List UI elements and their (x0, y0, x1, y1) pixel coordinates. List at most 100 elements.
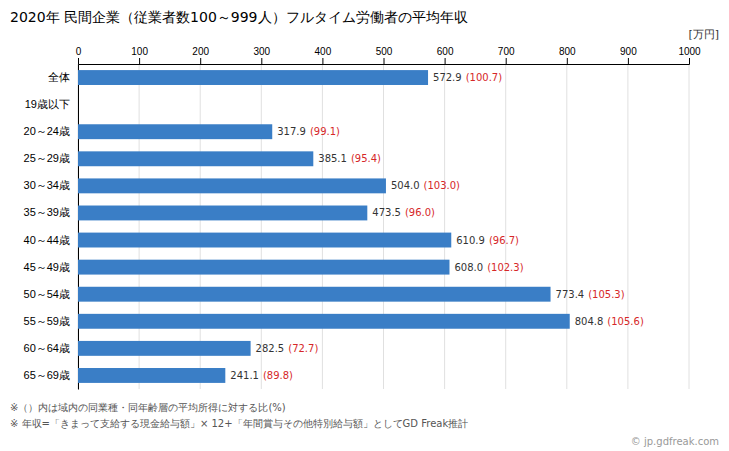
x-tick-mark (384, 58, 385, 64)
x-tick-mark (139, 58, 140, 64)
bar (78, 124, 272, 139)
x-tick: 100 (131, 46, 148, 64)
watermark: © jp.gdfreak.com (631, 436, 719, 447)
ratio-label: (105.3) (588, 289, 625, 300)
ratio-label: (103.0) (424, 180, 461, 191)
x-tick: 300 (253, 46, 270, 64)
bar (78, 178, 386, 193)
x-tick-mark (689, 58, 690, 64)
x-tick-mark (506, 58, 507, 64)
ratio-label: (105.6) (607, 316, 644, 327)
bar (78, 314, 570, 329)
title: 2020年 民間企業（従業者数100～999人）フルタイム労働者の平均年収 (10, 9, 468, 25)
x-tick-mark (78, 58, 79, 64)
y-tick: 35～39歳 (24, 206, 78, 218)
y-tick-label: 40～44歳 (24, 234, 70, 246)
grid-line (200, 64, 201, 389)
x-tick-label: 100 (131, 46, 148, 57)
grid-line (261, 64, 262, 389)
x-tick-mark (322, 58, 323, 64)
x-tick-label: 300 (253, 46, 270, 57)
x-tick-label: 600 (437, 46, 454, 57)
grid-line (566, 64, 567, 389)
grid-line (139, 64, 140, 389)
y-tick: 40～44歳 (24, 234, 78, 246)
value-label: 241.1 (230, 370, 259, 381)
value-label: 385.1 (318, 153, 347, 164)
bar (78, 233, 451, 248)
value-label: 773.4 (556, 289, 585, 300)
grid (78, 64, 689, 389)
ratio-label: (99.1) (310, 126, 340, 137)
ratio-label: (95.4) (351, 153, 381, 164)
x-tick-mark (200, 58, 201, 64)
value-label: 473.5 (372, 207, 401, 218)
x-tick: 0 (76, 46, 82, 64)
x-axis-label: [万円] (688, 28, 719, 41)
y-tick-label: 35～39歳 (24, 206, 70, 218)
value-label: 804.8 (575, 316, 604, 327)
bar (78, 287, 551, 302)
value-label: 608.0 (454, 262, 483, 273)
x-tick: 900 (620, 46, 637, 64)
value-label: 504.0 (391, 180, 420, 191)
ratio-label: (89.8) (263, 370, 293, 381)
y-tick-label: 55～59歳 (24, 315, 70, 327)
bar (78, 341, 251, 356)
y-tick: 50～54歳 (24, 288, 78, 300)
x-tick-label: 700 (498, 46, 515, 57)
value-label: 572.9 (433, 72, 462, 83)
bar (78, 368, 225, 383)
grid-line (78, 64, 79, 389)
y-tick-label: 60～64歳 (24, 342, 70, 354)
ratio-label: (96.0) (405, 207, 435, 218)
x-tick-mark (261, 58, 262, 64)
y-axis-line (78, 65, 79, 390)
data-labels: 572.9 (100.7) 317.9 (99.1) 385.1 (95.4) 504.0 (… (230, 72, 644, 381)
grid-line (322, 64, 323, 389)
x-tick-label: 900 (620, 46, 637, 57)
x-axis-line (79, 58, 690, 65)
ratio-label: (96.7) (489, 235, 519, 246)
grid-line (505, 64, 506, 389)
bar (78, 70, 428, 85)
footnote: ※ 年収=「きまって支給する現金給与額」× 12+「年間賞与その他特別給与額」と… (10, 418, 468, 429)
y-tick-label: 30～34歳 (24, 179, 70, 191)
y-tick-label: 全体 (48, 71, 70, 83)
grid-line (444, 64, 445, 389)
bar (78, 206, 367, 221)
x-tick: 400 (315, 46, 332, 64)
y-tick-label: 25～29歳 (24, 152, 70, 164)
y-tick: 55～59歳 (24, 315, 78, 327)
x-tick: 500 (376, 46, 393, 64)
x-tick: 1000 (678, 46, 701, 64)
value-label: 610.9 (456, 235, 485, 246)
x-tick-label: 0 (76, 46, 82, 57)
value-label: 282.5 (256, 343, 285, 354)
x-tick-label: 400 (315, 46, 332, 57)
y-tick-label: 20～24歳 (24, 125, 70, 137)
x-tick-mark (567, 58, 568, 64)
value-label: 317.9 (277, 126, 306, 137)
bar (78, 260, 449, 275)
x-tick-mark (445, 58, 446, 64)
y-tick: 65～69歳 (24, 369, 78, 381)
y-tick: 全体 (48, 71, 78, 83)
chart: 2020年 民間企業（従業者数100～999人）フルタイム労働者の平均年収 [万円… (0, 0, 729, 451)
ratio-label: (72.7) (288, 343, 318, 354)
y-tick-label: 45～49歳 (24, 261, 70, 273)
y-tick-label: 19歳以下 (25, 98, 70, 110)
ratio-label: (100.7) (466, 72, 503, 83)
x-tick-label: 1000 (678, 46, 701, 57)
grid-line (627, 64, 628, 389)
x-axis: 01002003004005006007008009001000 (76, 46, 701, 65)
grid-line (689, 64, 690, 389)
y-tick: 20～24歳 (24, 125, 78, 137)
y-tick-label: 50～54歳 (24, 288, 70, 300)
y-tick-label: 65～69歳 (24, 369, 70, 381)
ratio-label: (102.3) (487, 262, 524, 273)
y-tick: 60～64歳 (24, 342, 78, 354)
x-tick: 200 (192, 46, 209, 64)
x-tick-mark (628, 58, 629, 64)
y-tick: 25～29歳 (24, 152, 78, 164)
